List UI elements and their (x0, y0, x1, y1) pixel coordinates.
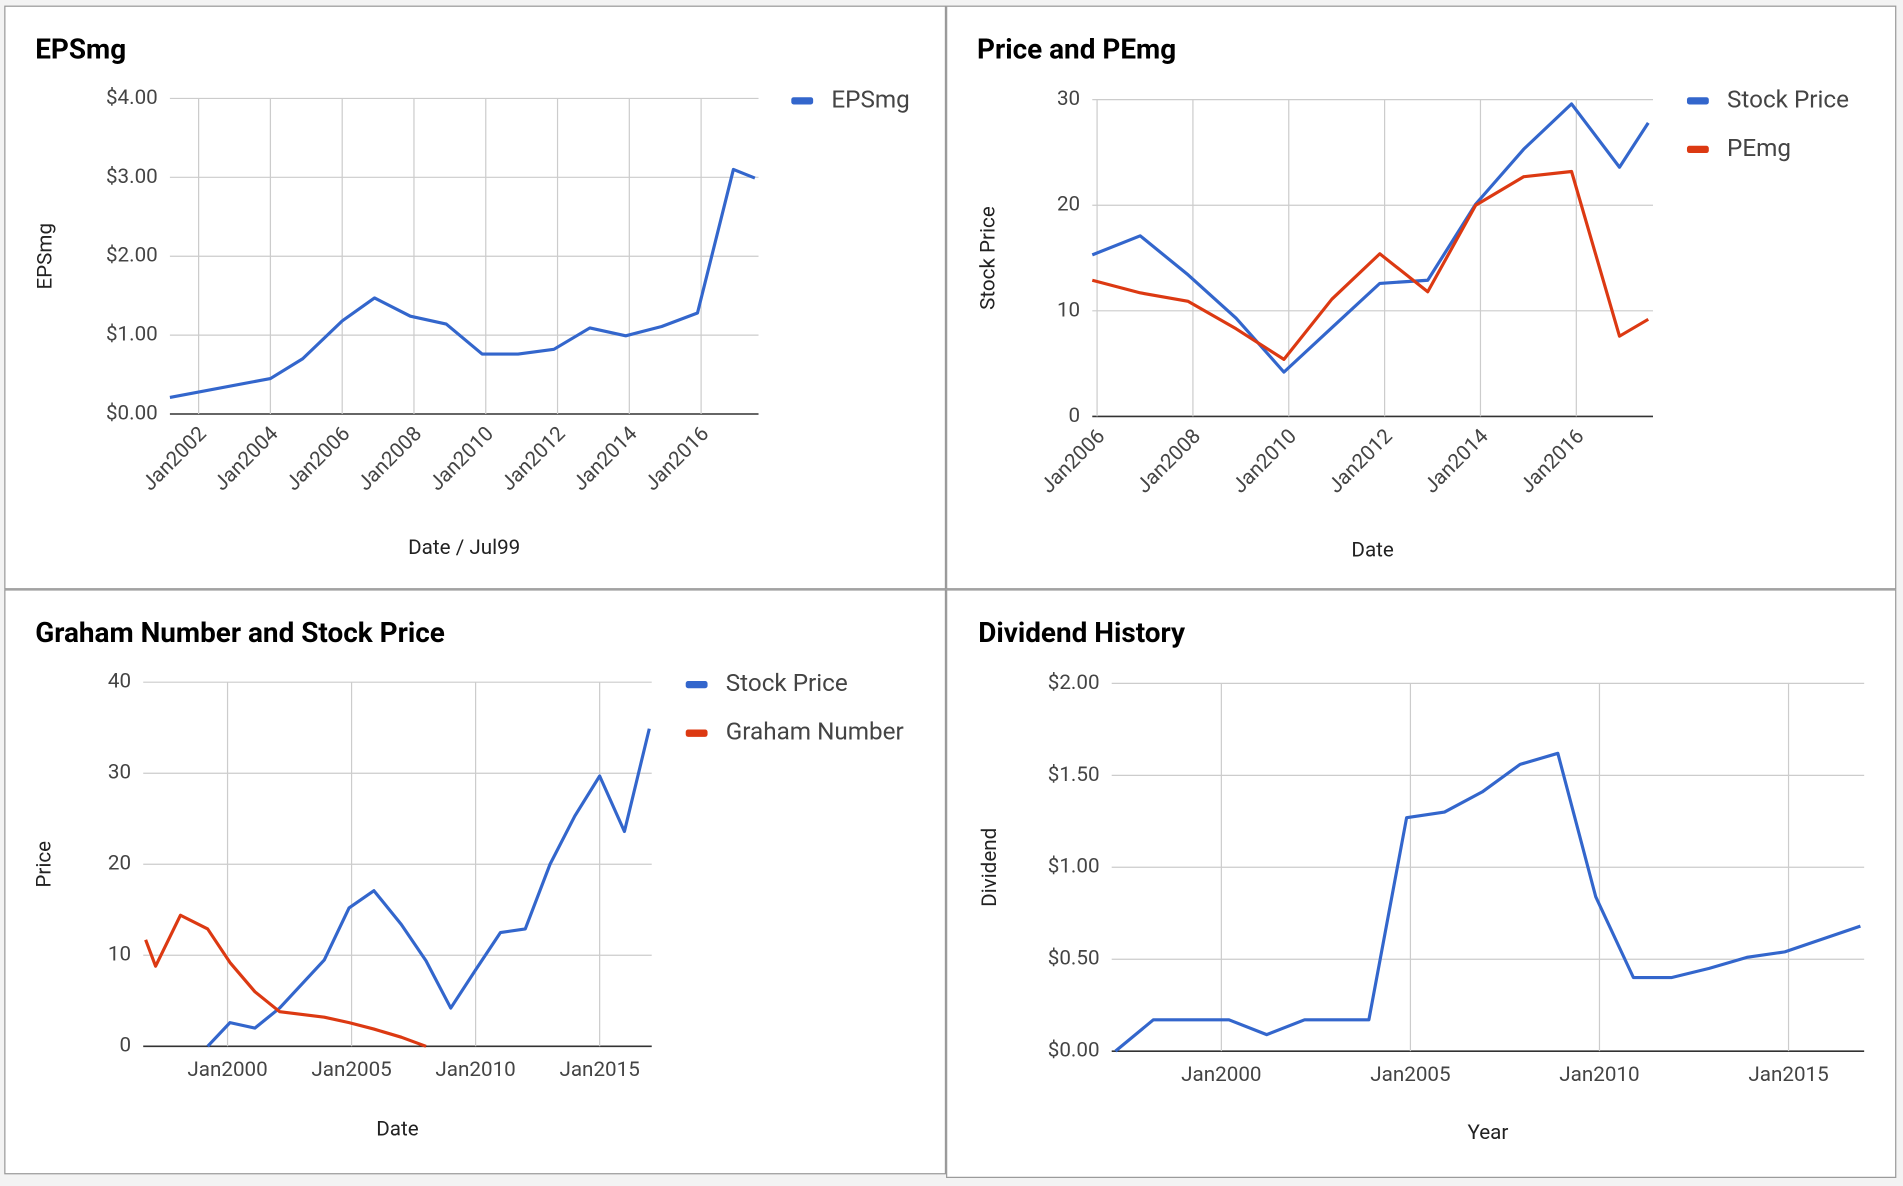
y-tick-label: $3.00 (106, 165, 158, 189)
panel (4, 5, 947, 590)
legend-swatch (791, 97, 814, 105)
series-line (169, 167, 756, 400)
y-tick-label: 10 (1057, 298, 1080, 322)
y-tick-label: 40 (108, 670, 131, 694)
x-tick-label: Jan2005 (311, 1058, 391, 1082)
chart-title: Price and PEmg (977, 32, 1176, 65)
x-tick-label: Jan2010 (435, 1058, 515, 1082)
y-tick-label: $1.00 (1048, 855, 1100, 879)
legend-label: Stock Price (1727, 84, 1849, 113)
panel (946, 5, 1897, 590)
y-tick-label: $1.00 (106, 323, 158, 347)
y-tick-label: $1.50 (1048, 763, 1100, 787)
chart-title: EPSmg (35, 32, 126, 65)
legend-label: Stock Price (726, 668, 848, 697)
y-tick-label: 30 (108, 761, 131, 785)
y-tick-label: $2.00 (106, 244, 158, 268)
series-line (144, 913, 427, 1048)
legend-swatch (1686, 97, 1709, 105)
legend-label: EPSmg (831, 84, 909, 113)
legend-swatch (685, 680, 708, 689)
y-axis-title: Price (32, 841, 56, 888)
x-tick-label: Jan2015 (559, 1058, 639, 1082)
series-line (1091, 102, 1650, 374)
legend-swatch (1686, 145, 1709, 154)
series-line (206, 728, 651, 1048)
series-line (1114, 751, 1861, 1053)
y-tick-label: $0.00 (1048, 1039, 1100, 1063)
series-line (1091, 169, 1650, 361)
chart-title: Graham Number and Stock Price (35, 616, 445, 649)
y-axis-title: EPSmg (34, 223, 58, 290)
x-tick-label: Jan2010 (1559, 1063, 1639, 1087)
y-tick-label: $4.00 (106, 86, 158, 110)
x-axis-title: Date (1351, 539, 1394, 563)
y-axis-title: Stock Price (977, 206, 1001, 310)
y-tick-label: $2.00 (1048, 671, 1100, 695)
x-tick-label: Jan2015 (1748, 1063, 1828, 1087)
x-axis-title: Year (1467, 1121, 1508, 1145)
y-tick-label: $0.00 (106, 401, 158, 425)
y-tick-label: 0 (119, 1034, 131, 1058)
y-axis-title: Dividend (978, 828, 1002, 907)
x-tick-label: Jan2005 (1370, 1063, 1450, 1087)
x-axis-title: Date / Jul99 (408, 536, 520, 560)
y-tick-label: 20 (1057, 193, 1080, 217)
y-tick-label: 10 (108, 943, 131, 967)
chart-title: Dividend History (978, 616, 1186, 649)
y-tick-label: $0.50 (1048, 947, 1100, 971)
x-tick-label: Jan2000 (187, 1058, 267, 1082)
y-tick-label: 20 (108, 852, 131, 876)
y-tick-label: 0 (1069, 404, 1081, 428)
x-axis-title: Date (376, 1117, 419, 1141)
y-tick-label: 30 (1057, 87, 1080, 111)
x-tick-label: Jan2000 (1181, 1063, 1261, 1087)
legend-label: Graham Number (726, 717, 904, 746)
legend-label: PEmg (1727, 133, 1791, 162)
legend-swatch (685, 729, 708, 737)
panel (946, 589, 1897, 1178)
